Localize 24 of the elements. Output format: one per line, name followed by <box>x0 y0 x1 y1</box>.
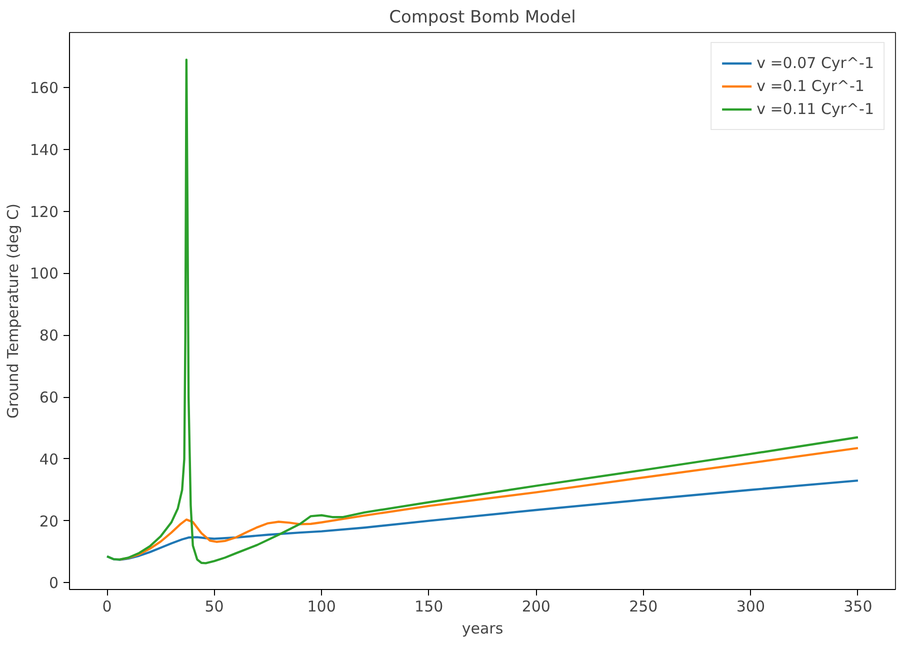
y-tick-label: 60 <box>39 388 59 407</box>
x-tick-label: 300 <box>736 598 766 616</box>
y-tick-label: 40 <box>39 450 59 468</box>
y-axis-title: Ground Temperature (deg C) <box>4 204 22 418</box>
chart-title: Compost Bomb Model <box>389 8 576 28</box>
x-tick-label: 150 <box>414 598 444 616</box>
x-tick-label: 50 <box>204 598 224 616</box>
x-tick-label: 250 <box>629 598 658 616</box>
legend-label: v =0.1 Cyr^-1 <box>756 77 864 95</box>
x-axis-title: years <box>462 620 504 638</box>
y-tick-label: 100 <box>30 264 59 283</box>
x-tick-label: 200 <box>522 598 550 616</box>
line-series <box>118 446 860 561</box>
x-tick-label: 100 <box>307 598 336 616</box>
y-tick-label: 0 <box>48 574 59 592</box>
y-tick-label: 160 <box>30 79 59 98</box>
x-tick-label: 350 <box>844 598 872 616</box>
y-tick-label: 120 <box>30 202 59 221</box>
x-tick-label: 0 <box>102 598 112 616</box>
y-tick-label: 20 <box>39 512 59 530</box>
legend-label: v =0.07 Cyr^-1 <box>756 54 874 72</box>
legend-label: v =0.11 Cyr^-1 <box>756 100 874 118</box>
y-tick-label: 80 <box>39 326 59 345</box>
y-tick-label: 140 <box>30 140 59 159</box>
